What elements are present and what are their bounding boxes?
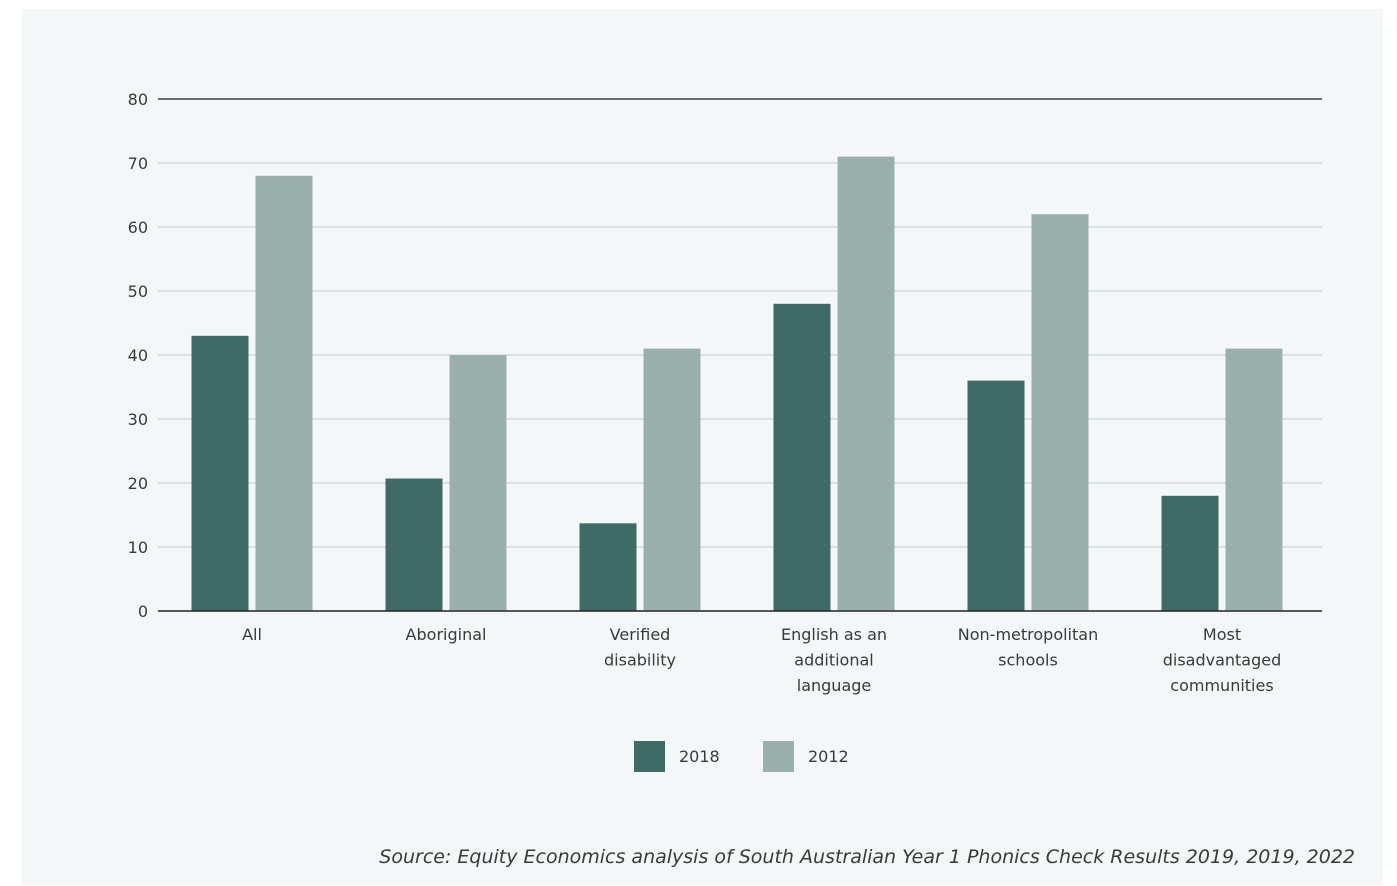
y-tick-label: 80 — [128, 90, 148, 109]
bar-2012-4 — [1031, 214, 1089, 611]
x-category-label: Aboriginal — [406, 625, 487, 644]
bar-2018-5 — [1161, 495, 1219, 611]
legend-swatch-2018 — [634, 741, 665, 772]
legend-swatch-2012 — [763, 741, 794, 772]
bar-2012-3 — [837, 156, 895, 611]
y-tick-label: 30 — [128, 410, 148, 429]
bar-2012-2 — [643, 348, 701, 611]
y-tick-label: 10 — [128, 538, 148, 557]
y-tick-label: 60 — [128, 218, 148, 237]
bar-2012-0 — [255, 175, 313, 612]
y-tick-label: 20 — [128, 474, 148, 493]
y-tick-label: 70 — [128, 154, 148, 173]
x-category-label: Most disadvantaged communities — [1163, 625, 1282, 695]
gridlines — [158, 98, 1322, 612]
bar-2012-5 — [1225, 348, 1283, 611]
x-category-label: All — [242, 625, 262, 644]
y-tick-label: 40 — [128, 346, 148, 365]
bar-2018-0 — [191, 335, 249, 611]
source-note: Source: Equity Economics analysis of Sou… — [379, 846, 1355, 868]
bar-2018-3 — [773, 303, 831, 611]
chart-panel — [22, 9, 1383, 885]
y-tick-label: 0 — [138, 602, 148, 621]
y-axis-ticks: 0 10 20 30 40 50 60 70 80 — [128, 90, 148, 621]
x-category-label: Non-metropolitan schools — [958, 625, 1098, 670]
x-axis-labels: All Aboriginal Verified disability English a… — [242, 625, 1281, 695]
bar-2018-4 — [967, 380, 1025, 611]
bars — [158, 156, 1322, 612]
x-category-label: English as an additional language — [781, 625, 887, 695]
legend-label-2018: 2018 — [679, 747, 720, 766]
x-category-label: Verified disability — [604, 625, 676, 670]
bar-2018-1 — [385, 478, 443, 611]
legend-label-2012: 2012 — [808, 747, 849, 766]
y-tick-label: 50 — [128, 282, 148, 301]
bar-2012-1 — [449, 355, 507, 611]
legend: 2018 2012 — [634, 741, 849, 772]
bar-2018-2 — [579, 523, 637, 611]
